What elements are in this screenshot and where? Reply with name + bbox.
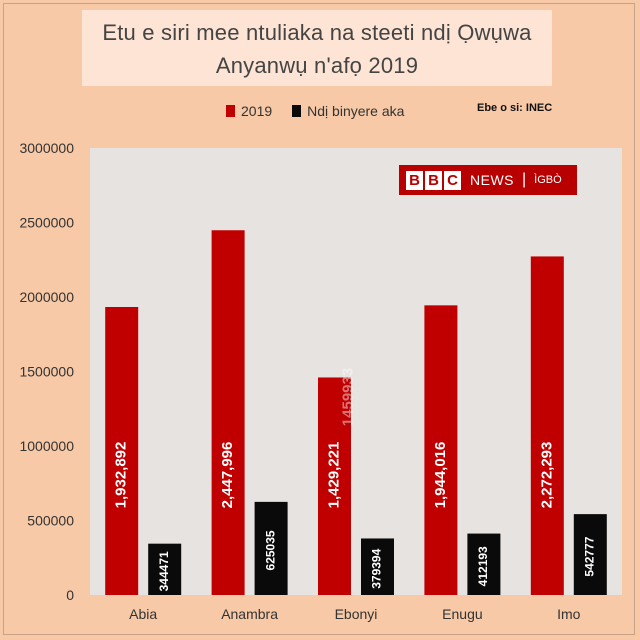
source-note: Ebe o si: INEC [477,102,553,114]
y-tick-label: 2500000 [19,215,74,231]
bar-2019-imo [530,256,564,595]
legend-swatch-voters [292,105,302,117]
x-tick-label: Ebonyi [335,606,378,622]
bar-voters-enugu [467,533,501,595]
legend-item-voters: Ndị binyere aka [292,103,404,119]
legend-swatch-2019 [226,105,235,117]
data-label-2019: 1,932,892 [113,442,130,509]
legend: 2019 Ndị binyere aka [226,101,424,121]
data-label-voters: 412193 [476,546,490,586]
data-label-2019: 1,429,221 [325,442,342,509]
bar-voters-abia [148,543,182,595]
bar-voters-anambra [254,501,288,595]
data-label-2019: 2,272,293 [538,442,555,509]
bbc-news-igbo-logo: B B C NEWS | ÌGBÒ [399,165,577,195]
bbc-block-1: B [406,170,423,190]
chart-frame [3,3,635,635]
legend-item-2019: 2019 [226,103,272,119]
data-label-voters: 344471 [157,551,171,591]
legend-label-2019: 2019 [241,103,273,119]
y-tick-label: 500000 [27,513,74,529]
bar-2019-enugu [424,305,458,595]
y-tick-label: 0 [66,587,74,603]
bbc-block-2: B [425,170,442,190]
data-label-2019: 1,944,016 [432,442,449,509]
bar-voters-ebonyi [361,538,394,595]
title-box: Etu e siri mee ntuliaka na steeti ndị Ọw… [82,10,552,86]
data-label-voters: 379394 [370,548,384,588]
y-tick-label: 3000000 [19,140,74,156]
data-label-voters: 625035 [263,530,277,570]
overlay-label: 1459933 [339,368,356,426]
legend-label-voters: Ndị binyere aka [307,103,405,119]
x-tick-label: Anambra [221,606,278,622]
chart-title-line-1: Etu e siri mee ntuliaka na steeti ndị Ọw… [102,20,532,45]
bbc-blocks: B B C [404,170,461,190]
y-tick-label: 1000000 [19,438,74,454]
y-tick-label: 2000000 [19,289,74,305]
x-tick-label: Enugu [442,606,482,622]
bar-2019-ebonyi [318,377,351,595]
bbc-block-3: C [444,170,461,190]
bar-2019-anambra [211,230,245,595]
data-label-voters: 542777 [582,536,596,576]
y-tick-label: 1500000 [19,364,74,380]
x-tick-label: Abia [129,606,157,622]
logo-news-text: NEWS [470,172,514,188]
logo-language: ÌGBÒ [534,174,562,186]
x-tick-label: Imo [557,606,581,622]
bar-2019-abia [105,306,139,595]
logo-separator: | [522,171,527,188]
bar-voters-imo [573,514,607,595]
data-label-2019: 2,447,996 [219,442,236,509]
chart-title-line-2: Anyanwụ n'afọ 2019 [215,53,419,78]
